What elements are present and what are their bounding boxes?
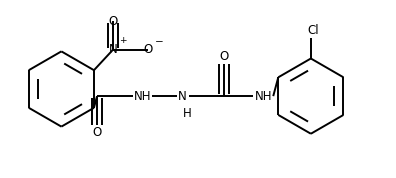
- Text: H: H: [183, 107, 191, 121]
- Text: NH: NH: [255, 90, 272, 103]
- Text: +: +: [119, 36, 126, 45]
- Text: O: O: [108, 15, 118, 28]
- Text: O: O: [219, 50, 228, 64]
- Text: O: O: [92, 126, 102, 139]
- Text: Cl: Cl: [307, 24, 319, 37]
- Text: N: N: [109, 43, 117, 56]
- Text: O: O: [144, 43, 153, 56]
- Text: NH: NH: [134, 90, 151, 103]
- Text: N: N: [178, 90, 187, 103]
- Text: −: −: [155, 37, 164, 47]
